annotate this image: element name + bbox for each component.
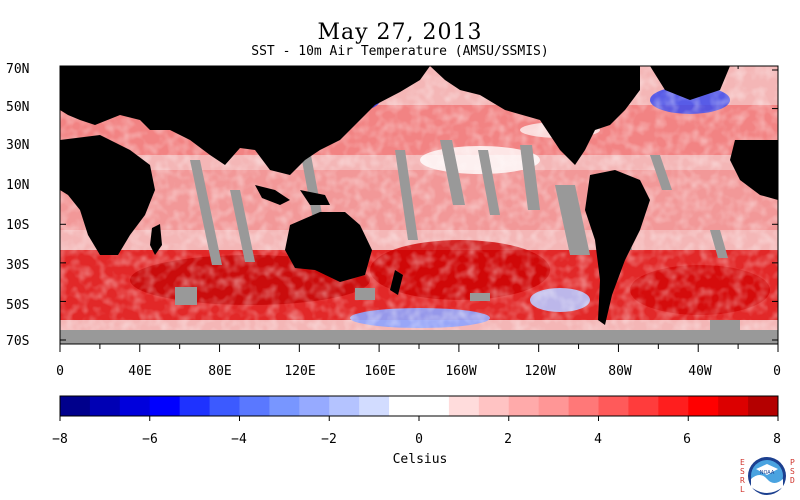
lat-label: 50S: [6, 298, 30, 313]
north-america: [430, 66, 640, 165]
colorbar-swatch: [329, 396, 360, 416]
colorbar-tick-label: 8: [773, 432, 781, 447]
colorbar-tick-label: −4: [231, 432, 247, 447]
colorbar-swatch: [269, 396, 300, 416]
lon-label: 160W: [445, 364, 477, 379]
colorbar-swatch: [628, 396, 659, 416]
colorbar-tick-label: 4: [594, 432, 602, 447]
map-field: [60, 66, 778, 344]
colorbar-swatch: [149, 396, 181, 416]
colorbar: [60, 396, 779, 416]
lat-label: 70S: [6, 334, 30, 349]
colorbar-swatch: [478, 396, 510, 416]
colorbar-swatch: [209, 396, 240, 416]
svg-text:NOAA: NOAA: [760, 470, 775, 476]
colorbar-swatch: [60, 396, 91, 416]
lat-label: 50N: [6, 100, 30, 115]
lon-label: 160E: [364, 364, 396, 379]
colorbar-swatch: [658, 396, 689, 416]
colorbar-swatch: [299, 396, 330, 416]
lon-label: 120W: [524, 364, 556, 379]
australia: [285, 212, 372, 282]
colorbar-swatch: [508, 396, 540, 416]
colorbar-swatch: [538, 396, 570, 416]
lon-label: 40W: [688, 364, 712, 379]
lon-ticks: [59, 66, 779, 352]
lat-label: 70N: [6, 62, 30, 77]
missing-data-swaths: [175, 140, 756, 330]
noaa-logo-icon: NOAA: [748, 457, 786, 495]
colorbar-tick-label: −2: [321, 432, 337, 447]
colorbar-tick-label: 0: [415, 432, 423, 447]
colorbar-swatch: [359, 396, 390, 416]
land-masses: [60, 66, 778, 344]
colorbar-swatch: [598, 396, 629, 416]
lat-label: 30N: [6, 138, 30, 153]
lat-label: 30S: [6, 258, 30, 273]
lon-label: 80W: [608, 364, 632, 379]
lon-label: 120E: [284, 364, 316, 379]
eurasia: [60, 66, 430, 175]
lat-ticks: [60, 69, 778, 341]
colorbar-swatch: [119, 396, 151, 416]
lon-label: 0: [773, 364, 781, 379]
colorbar-tick-label: −8: [52, 432, 68, 447]
colorbar-unit-label: Celsius: [392, 452, 448, 467]
lon-label: 80E: [208, 364, 232, 379]
lon-label: 0: [56, 364, 64, 379]
colorbar-swatch: [448, 396, 480, 416]
lon-label: 40E: [128, 364, 152, 379]
colorbar-swatch: [419, 396, 450, 416]
colorbar-swatch: [718, 396, 749, 416]
lat-label: 10N: [6, 178, 30, 193]
colorbar-swatch: [748, 396, 779, 416]
map-subtitle: SST - 10m Air Temperature (AMSU/SSMIS): [251, 44, 549, 59]
colorbar-tick-label: 2: [504, 432, 512, 447]
colorbar-swatch: [89, 396, 121, 416]
colorbar-swatch: [688, 396, 719, 416]
colorbar-swatch: [239, 396, 270, 416]
colorbar-swatch: [568, 396, 599, 416]
colorbar-swatch: [389, 396, 420, 416]
south-america: [585, 170, 650, 325]
colorbar-tick-label: 6: [683, 432, 691, 447]
africa: [60, 135, 155, 255]
colorbar-ticks: [59, 416, 779, 421]
colorbar-swatch: [179, 396, 211, 416]
map-title: May 27, 2013: [317, 20, 483, 45]
lat-label: 10S: [6, 218, 30, 233]
colorbar-tick-label: −6: [142, 432, 158, 447]
